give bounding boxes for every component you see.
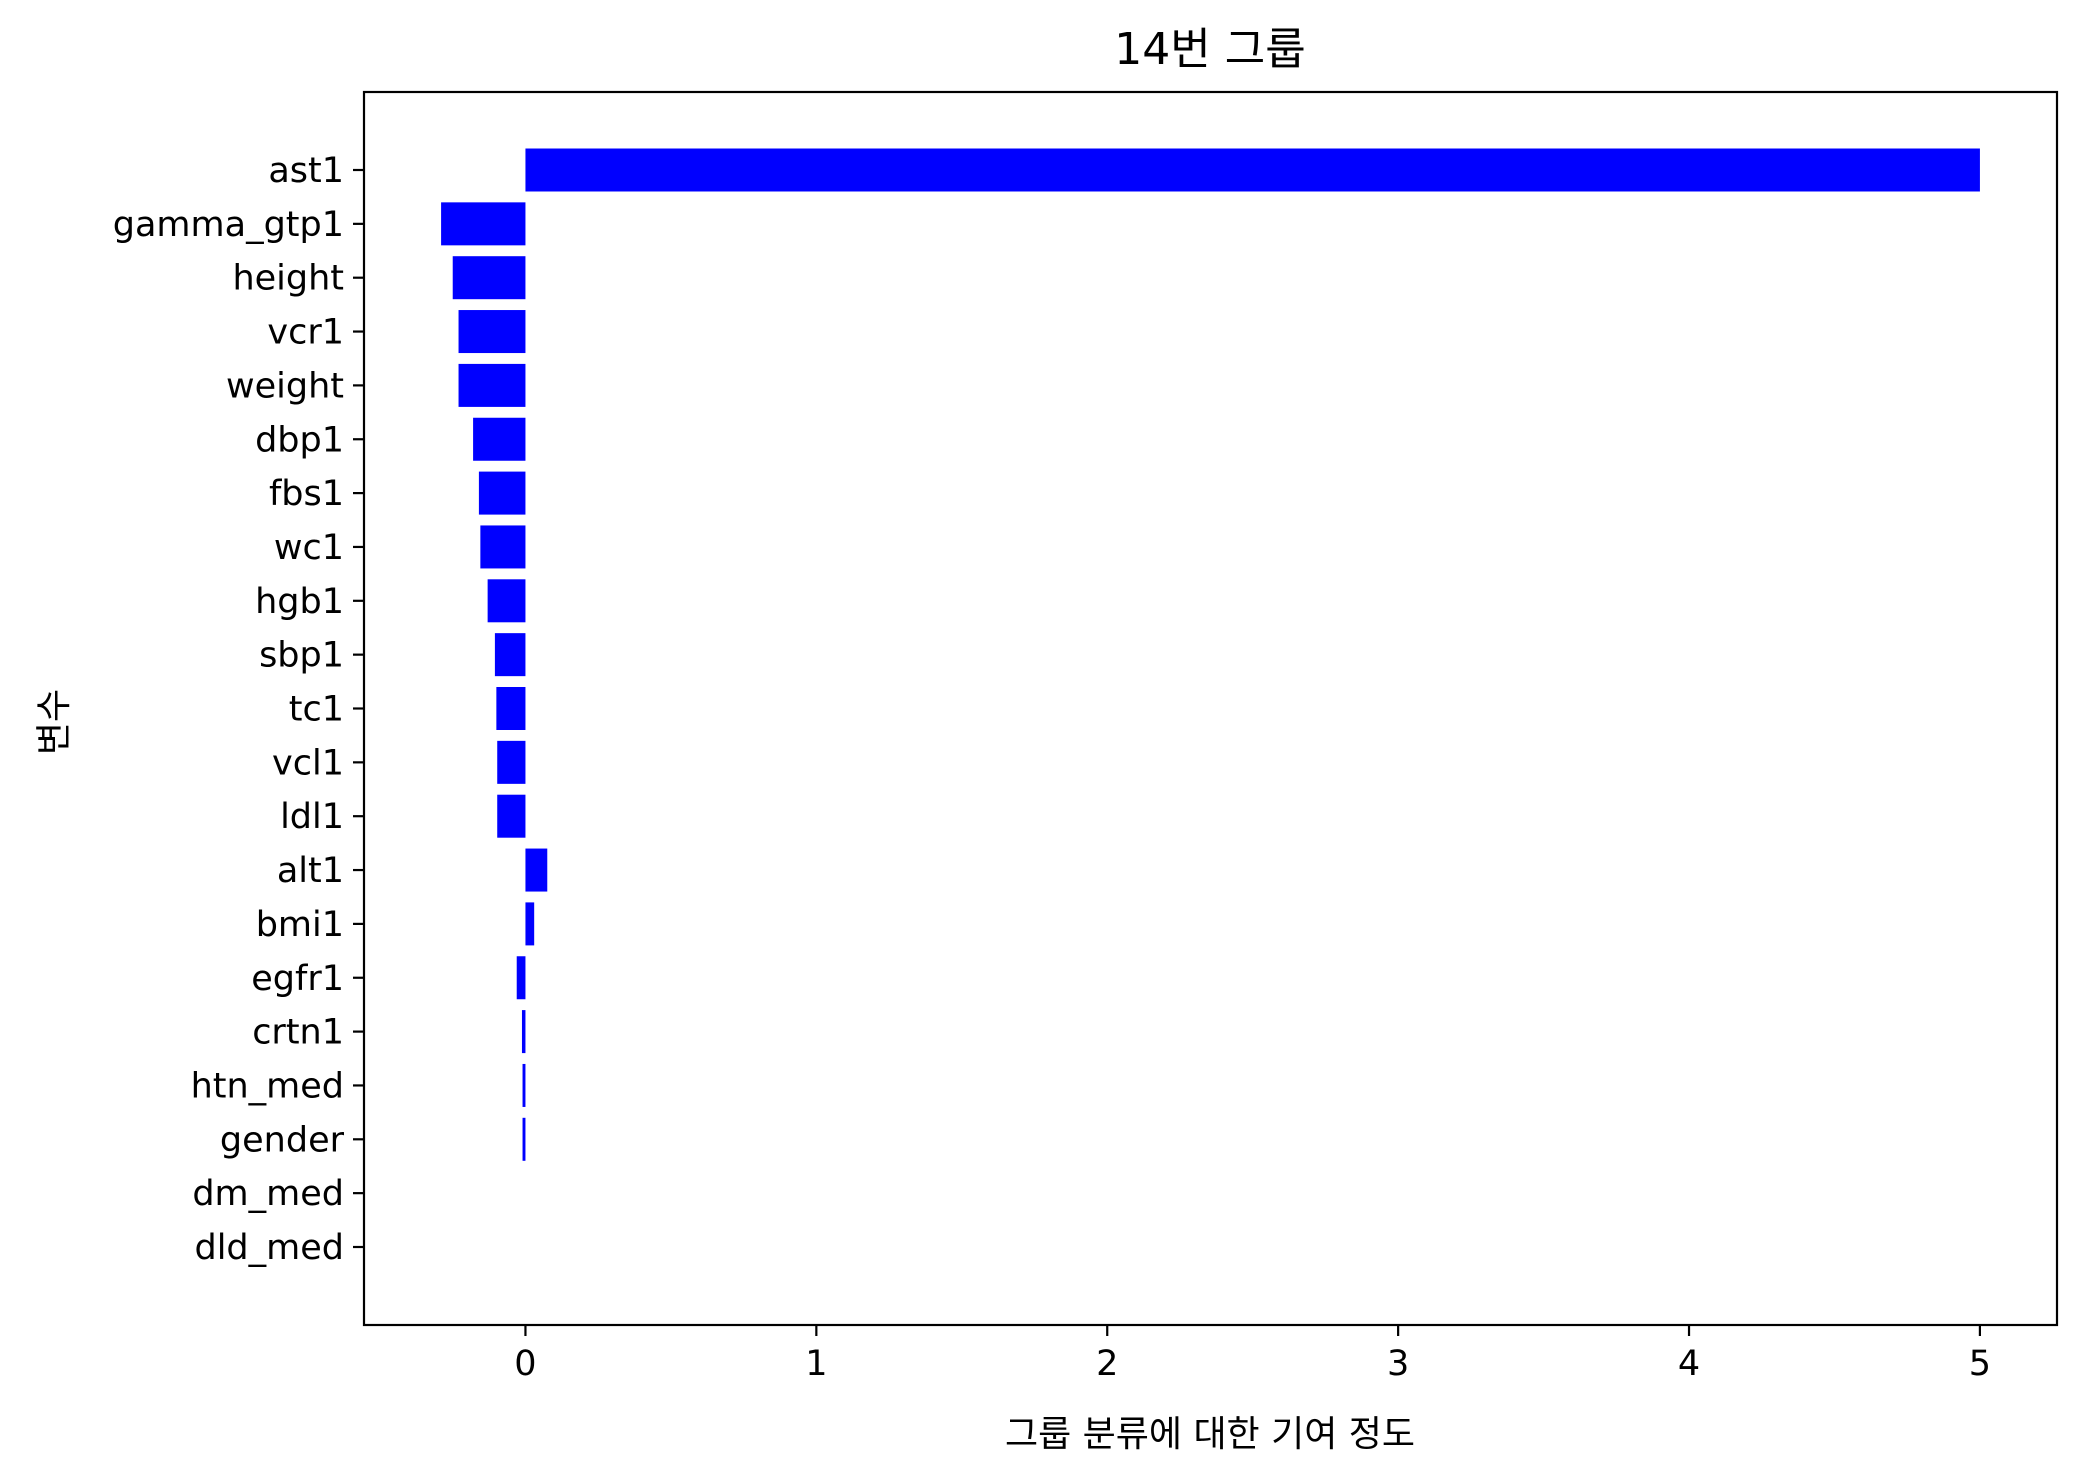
y-tick-label-hgb1: hgb1 [255, 582, 344, 622]
y-tick-label-alt1: alt1 [277, 851, 344, 891]
y-tick-label-sbp1: sbp1 [259, 636, 344, 676]
bar-sbp1 [494, 633, 526, 677]
bar-fbs1 [478, 471, 526, 515]
y-tick-label-gender: gender [220, 1120, 345, 1160]
chart-title: 14번 그룹 [1114, 24, 1305, 75]
y-tick-label-tc1: tc1 [289, 690, 344, 730]
y-tick-label-egfr1: egfr1 [251, 959, 344, 999]
bar-hgb1 [487, 579, 526, 623]
x-tick-label-4: 4 [1678, 1344, 1700, 1384]
bar-vcl1 [497, 740, 526, 784]
x-axis-label: 그룹 분류에 대한 기여 정도 [1005, 1414, 1415, 1455]
bar-gamma-gtp1 [441, 202, 526, 246]
y-tick-label-vcr1: vcr1 [267, 313, 344, 353]
x-tick-label-0: 0 [514, 1344, 536, 1384]
y-tick-label-gamma-gtp1: gamma_gtp1 [113, 205, 344, 245]
bar-ast1 [525, 148, 1980, 192]
bar-alt1 [525, 848, 548, 892]
x-tick-label-5: 5 [1969, 1344, 1991, 1384]
y-tick-label-height: height [232, 259, 344, 299]
y-tick-label-ast1: ast1 [268, 151, 344, 191]
bar-htn-med [522, 1063, 526, 1107]
y-tick-label-dbp1: dbp1 [255, 420, 344, 460]
y-tick-label-bmi1: bmi1 [256, 905, 344, 945]
bar-bmi1 [525, 902, 535, 946]
y-tick-label-weight: weight [226, 366, 344, 406]
y-tick-label-htn-med: htn_med [191, 1066, 344, 1106]
bars-layer [441, 148, 1980, 1161]
x-tick-label-2: 2 [1096, 1344, 1118, 1384]
x-tick-label-1: 1 [805, 1344, 827, 1384]
bar-weight [458, 363, 526, 407]
bar-gender [522, 1117, 526, 1161]
y-tick-label-crtn1: crtn1 [252, 1013, 344, 1053]
y-tick-label-vcl1: vcl1 [272, 743, 344, 783]
bar-tc1 [496, 687, 526, 730]
y-tick-label-wc1: wc1 [274, 528, 344, 568]
y-tick-label-ldl1: ldl1 [280, 797, 344, 837]
bar-wc1 [480, 525, 526, 569]
bar-egfr1 [516, 956, 526, 1000]
bar-height [452, 256, 526, 300]
y-tick-label-dm-med: dm_med [192, 1174, 344, 1214]
bar-dbp1 [473, 417, 526, 461]
y-tick-label-dld-med: dld_med [194, 1228, 344, 1268]
bar-ldl1 [497, 794, 526, 838]
y-tick-label-fbs1: fbs1 [269, 474, 344, 514]
x-tick-label-3: 3 [1387, 1344, 1409, 1384]
y-axis-label: 변수 [34, 689, 75, 755]
bar-vcr1 [458, 310, 526, 354]
bar-crtn1 [521, 1010, 526, 1054]
